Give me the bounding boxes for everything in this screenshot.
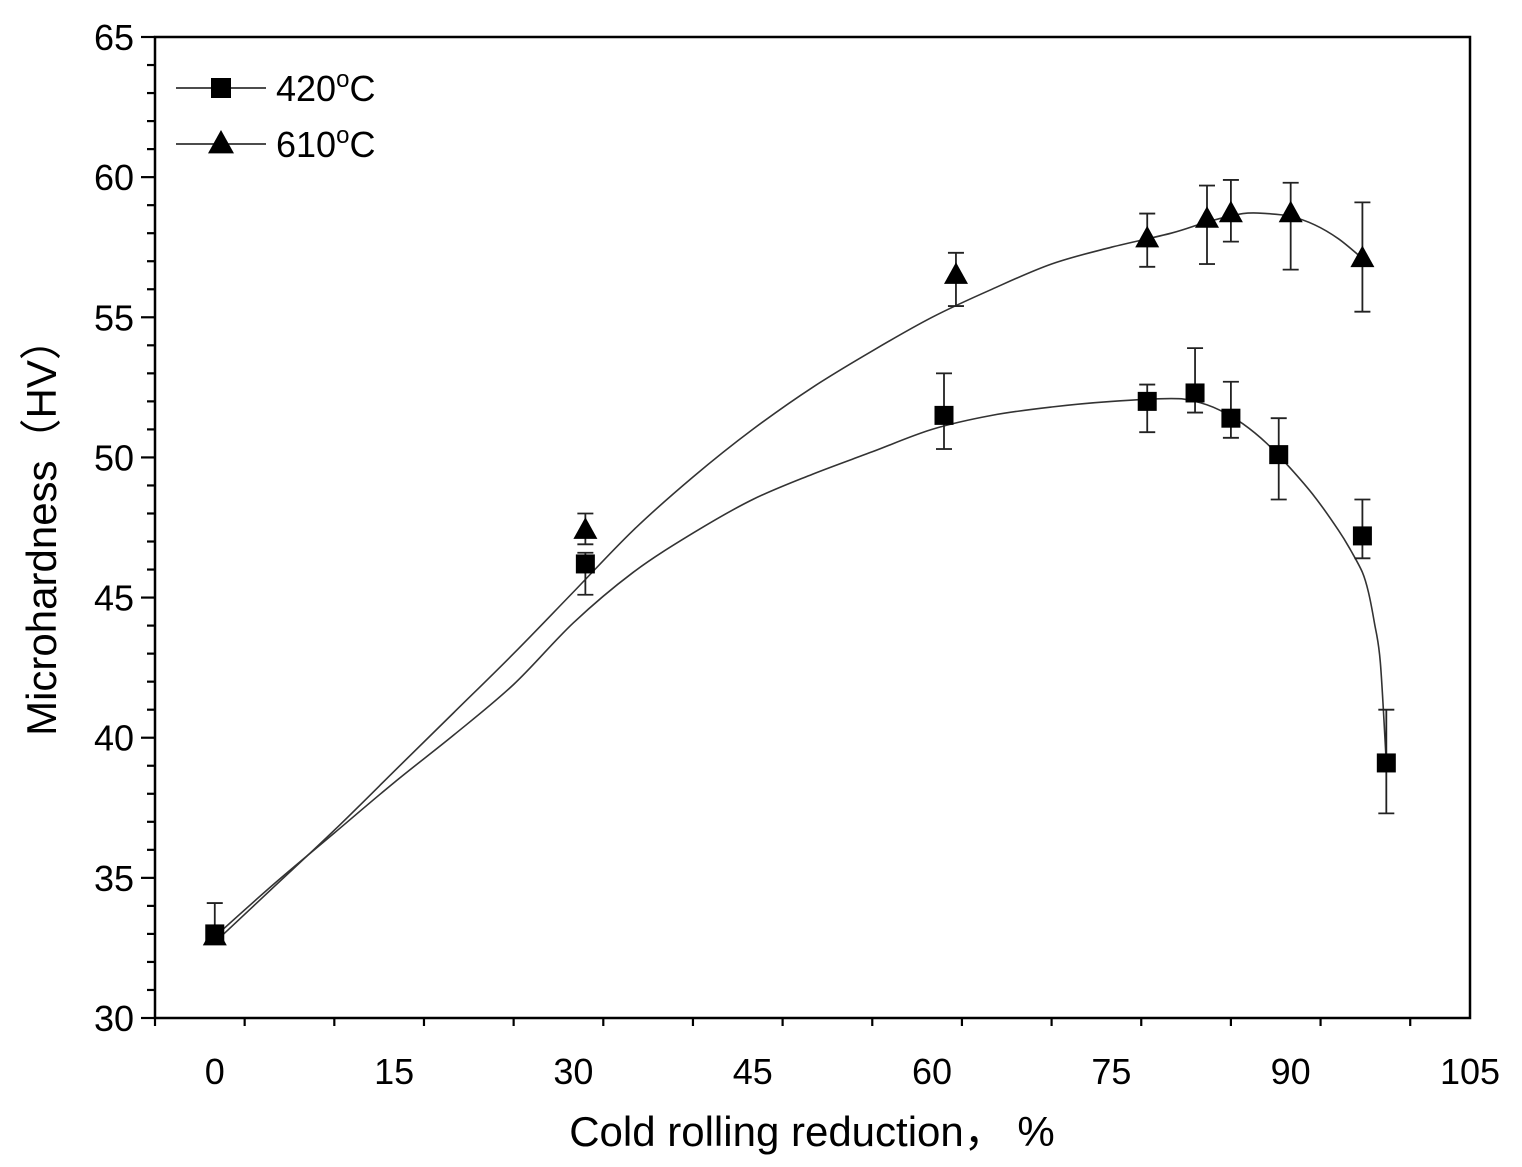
data-point-420c — [1352, 526, 1372, 546]
x-tick-label: 30 — [553, 1051, 593, 1092]
data-point-420c — [934, 405, 954, 425]
axis-ticks: 0 15 30 45 60 75 90 105 30 35 40 45 50 55 60 65 — [94, 17, 1500, 1092]
x-tick-label: 90 — [1271, 1051, 1311, 1092]
data-point-420c — [1269, 445, 1289, 465]
fit-curves — [214, 212, 1388, 943]
data-point-610c — [1218, 200, 1243, 223]
data-point-420c — [1376, 753, 1396, 773]
data-point-420c — [1221, 408, 1241, 428]
data-point-610c — [573, 517, 598, 539]
legend-label-number: 610 — [276, 124, 336, 165]
y-tick-label: 30 — [94, 998, 134, 1039]
plot-frame — [153, 35, 1472, 1020]
legend-label-degree: o — [336, 122, 349, 149]
y-tick-label: 55 — [94, 297, 134, 338]
data-markers — [202, 200, 1396, 946]
data-point-610c — [1278, 200, 1303, 223]
y-tick-label: 35 — [94, 858, 134, 899]
legend-label-degree: o — [336, 66, 349, 93]
data-point-420c — [575, 554, 595, 574]
data-point-610c — [1350, 245, 1375, 268]
legend-label-610c: 610oC — [276, 122, 375, 165]
y-tick-label: 45 — [94, 578, 134, 619]
x-tick-label: 75 — [1091, 1051, 1131, 1092]
legend-marker-420c — [211, 78, 231, 98]
data-point-610c — [202, 923, 227, 946]
x-tick-label: 0 — [205, 1051, 225, 1092]
y-axis-title: Microhardness（HV） — [18, 318, 65, 736]
legend-label-number: 420 — [276, 68, 336, 109]
data-point-610c — [944, 262, 968, 284]
x-tick-label: 45 — [733, 1051, 773, 1092]
legend-label-unit: C — [349, 68, 375, 109]
x-tick-label: 15 — [374, 1051, 414, 1092]
x-axis-title: Cold rolling reduction， % — [569, 1108, 1055, 1155]
fit-curve-610c — [214, 212, 1363, 943]
x-tick-label: 60 — [912, 1051, 952, 1092]
error-bars — [206, 179, 1395, 944]
data-point-610c — [1195, 206, 1219, 228]
data-point-610c — [1135, 225, 1160, 248]
y-tick-label: 50 — [94, 437, 134, 478]
legend-marker-610c — [208, 130, 234, 154]
y-tick-label: 40 — [94, 718, 134, 759]
legend-label-420c: 420oC — [276, 66, 375, 109]
y-tick-label: 65 — [94, 17, 134, 58]
y-tick-label: 60 — [94, 157, 134, 198]
x-tick-label: 105 — [1440, 1051, 1500, 1092]
data-point-420c — [1137, 391, 1157, 411]
fit-curve-420c — [214, 397, 1388, 938]
legend-label-unit: C — [349, 124, 375, 165]
data-point-420c — [1185, 383, 1205, 403]
